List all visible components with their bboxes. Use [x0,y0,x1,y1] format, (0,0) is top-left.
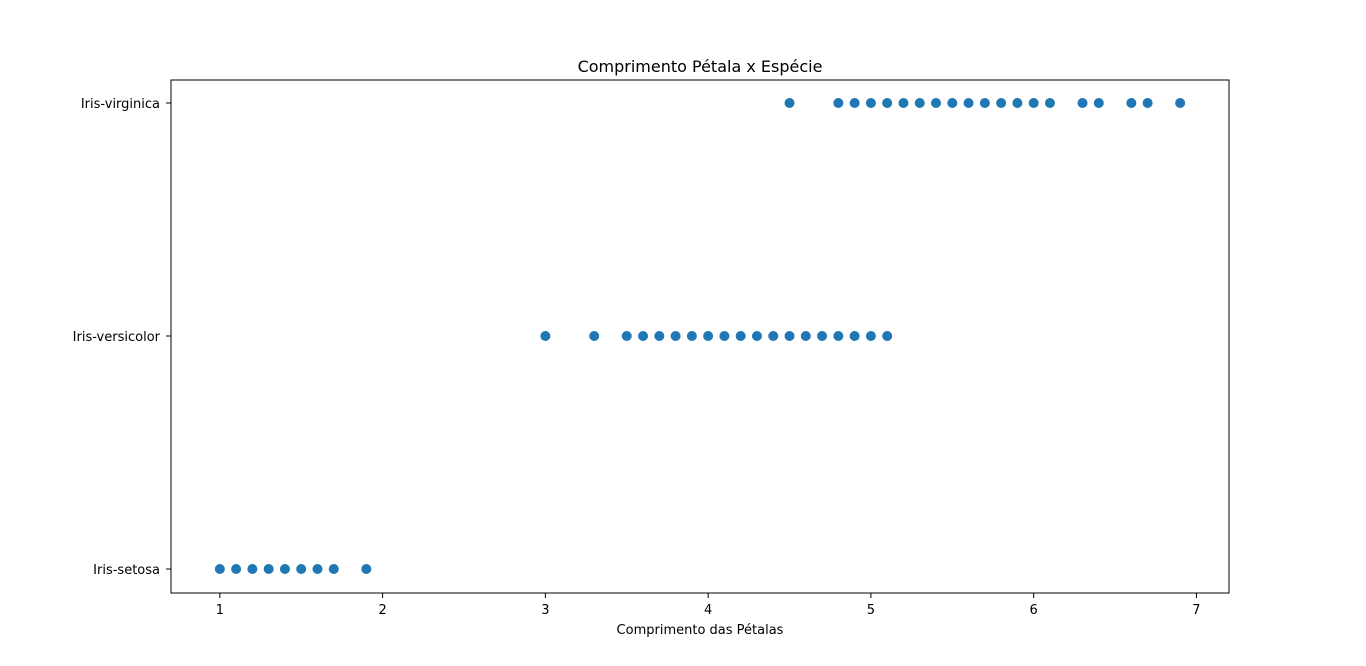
data-point [849,331,860,341]
x-tick-label: 6 [1030,603,1038,618]
x-axis-label: Comprimento das Pétalas [617,623,784,638]
data-point [1093,98,1104,108]
data-point [1012,98,1023,108]
data-point [882,331,893,341]
data-point [784,98,795,108]
data-point [1044,98,1055,108]
x-tick-label: 5 [867,603,875,618]
data-point [214,564,225,574]
data-point [621,331,632,341]
data-point [361,564,372,574]
y-axis: Iris-setosa Iris-versicolor Iris-virginica [73,97,171,578]
x-tick-label: 1 [216,603,224,618]
y-tick-label: Iris-versicolor [73,330,161,345]
x-tick-label: 2 [378,603,386,618]
data-point [865,331,876,341]
data-point [931,98,942,108]
data-point [833,98,844,108]
y-tick-label: Iris-virginica [81,97,160,112]
chart-title: Comprimento Pétala x Espécie [578,57,823,76]
data-point [898,98,909,108]
data-point [296,564,307,574]
data-point [882,98,893,108]
data-point [751,331,762,341]
data-point [1126,98,1137,108]
data-point [686,331,697,341]
data-point [947,98,958,108]
y-tick-label: Iris-setosa [93,563,160,578]
data-point [638,331,649,341]
data-point [1175,98,1186,108]
data-point [996,98,1007,108]
data-points [214,98,1186,574]
data-point [279,564,290,574]
data-point [849,98,860,108]
data-point [328,564,339,574]
data-point [670,331,681,341]
data-point [231,564,242,574]
data-point [833,331,844,341]
data-point [719,331,730,341]
data-point [784,331,795,341]
data-point [589,331,600,341]
data-point [979,98,990,108]
data-point [540,331,551,341]
data-point [263,564,274,574]
data-point [800,331,811,341]
data-point [1028,98,1039,108]
x-tick-label: 4 [704,603,712,618]
data-point [768,331,779,341]
data-point [817,331,828,341]
data-point [735,331,746,341]
data-point [703,331,714,341]
data-point [247,564,258,574]
x-tick-label: 3 [541,603,549,618]
x-tick-label: 7 [1192,603,1200,618]
data-point [1077,98,1088,108]
data-point [865,98,876,108]
data-point [654,331,665,341]
data-point [963,98,974,108]
x-axis: 1 2 3 4 5 6 7 [216,593,1201,618]
data-point [914,98,925,108]
data-point [312,564,323,574]
data-point [1142,98,1153,108]
plot-area-frame [170,79,1230,594]
